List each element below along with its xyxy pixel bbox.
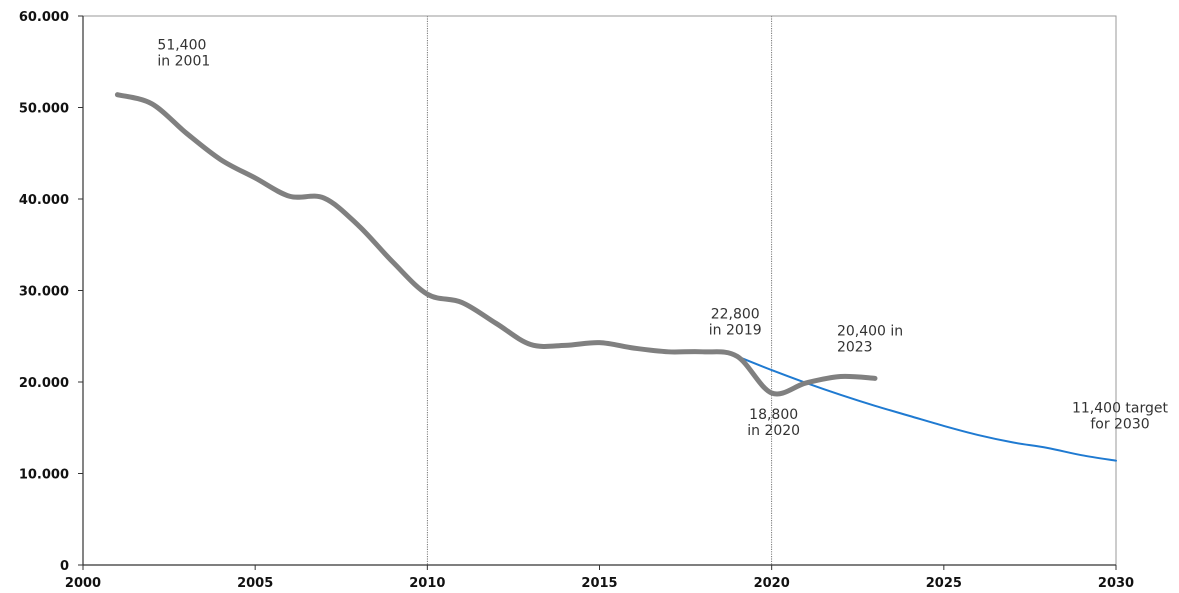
data-label-line: in 2020: [747, 423, 800, 439]
x-tick-label: 2010: [409, 576, 445, 591]
x-tick-label: 2025: [926, 576, 962, 591]
data-label: 22,800 in 2019: [709, 306, 762, 338]
tick-labels: 2000 2005 2010 2015 2020 2025 2030 0 10.000 20.00…: [19, 10, 1134, 591]
y-tick-label: 30.000: [19, 285, 69, 300]
data-label: 11,400 target for 2030: [1072, 401, 1169, 433]
plot-frame: [82, 15, 1117, 566]
data-label-line: 11,400 target: [1072, 401, 1169, 417]
series-lines: [114, 92, 1117, 462]
data-label-line: 22,800: [711, 306, 760, 322]
data-label-line: for 2030: [1090, 417, 1149, 433]
x-tick-label: 2000: [65, 576, 101, 591]
x-tick-label: 2015: [581, 576, 617, 591]
data-label-line: in 2019: [709, 322, 762, 338]
data-label: 20,400 in 2023: [837, 323, 903, 355]
data-label-line: 2023: [837, 339, 873, 355]
x-tick-label: 2020: [754, 576, 790, 591]
y-tick-label: 10.000: [19, 468, 69, 483]
y-tick-label: 0: [60, 559, 69, 574]
data-label: 18,800 in 2020: [747, 407, 800, 439]
annotations: 51,400 in 2001 22,800 in 2019 18,800 in 2020 2…: [157, 38, 1168, 439]
series-line-actual: [114, 92, 878, 397]
data-label-line: in 2001: [157, 54, 210, 70]
y-tick-label: 50.000: [19, 102, 69, 117]
grid-lines: [426, 16, 773, 565]
data-label: 51,400 in 2001: [157, 38, 210, 70]
x-tick-label: 2030: [1098, 576, 1134, 591]
y-tick-label: 60.000: [19, 10, 69, 25]
axes: [78, 15, 1117, 570]
data-label-line: 20,400 in: [837, 323, 903, 339]
x-tick-label: 2005: [237, 576, 273, 591]
y-tick-label: 20.000: [19, 376, 69, 391]
data-label-line: 51,400: [157, 38, 206, 54]
data-label-line: 18,800: [749, 407, 798, 423]
y-tick-label: 40.000: [19, 193, 69, 208]
